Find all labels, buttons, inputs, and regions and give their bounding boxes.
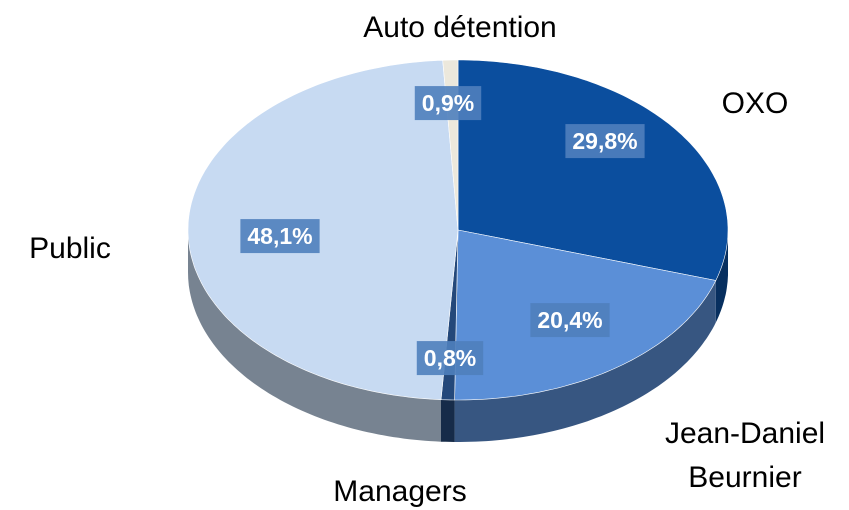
category-label: Managers — [333, 475, 467, 508]
value-label-box — [414, 86, 482, 121]
pie-slice — [457, 59, 729, 281]
category-label: Public — [29, 232, 111, 265]
value-label-box — [565, 124, 645, 159]
category-label: Auto détention — [363, 11, 557, 44]
category-label: Jean-Daniel Beurnier — [664, 417, 826, 494]
value-label: 20,4% — [537, 307, 602, 333]
pie-side — [441, 399, 455, 442]
value-label-box — [530, 303, 610, 338]
value-label-box — [416, 341, 484, 376]
value-label: 0,8% — [424, 345, 476, 371]
value-label: 48,1% — [247, 223, 312, 249]
pie-side — [188, 230, 441, 442]
value-label: 29,8% — [572, 128, 637, 154]
pie-slice — [187, 59, 459, 401]
value-label: 0,9% — [422, 90, 474, 116]
category-label: OXO — [721, 87, 789, 120]
pie-side — [715, 230, 728, 323]
pie-side — [454, 280, 716, 442]
value-label-box — [240, 219, 320, 254]
